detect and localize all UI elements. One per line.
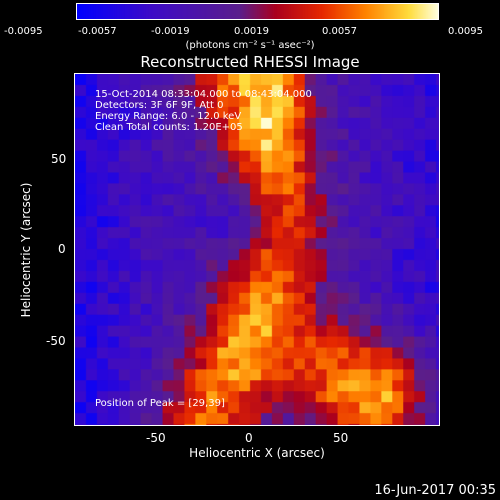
x-tick-label: 0: [245, 431, 253, 445]
y-tick-label: 50: [51, 152, 67, 166]
image-title: Reconstructed RHESSI Image: [140, 53, 360, 71]
x-axis-label: Heliocentric X (arcsec): [189, 446, 325, 460]
info-detectors: Detectors: 3F 6F 9F, Att 0: [95, 100, 224, 111]
colorbar: [76, 3, 439, 20]
colorbar-tick-label: -0.0019: [151, 26, 190, 37]
colorbar-tick-label: 0.0057: [322, 26, 357, 37]
colorbar-tick-label: 0.0019: [234, 26, 269, 37]
colorbar-tick-label: 0.0095: [448, 26, 483, 37]
colorbar-tick-label: -0.0057: [78, 26, 117, 37]
rhessi-image: [75, 74, 439, 425]
date-stamp: 16-Jun-2017 00:35: [374, 483, 496, 498]
x-tick-label: -50: [146, 431, 166, 445]
y-tick-label: 0: [58, 242, 66, 256]
info-energy-range: Energy Range: 6.0 - 12.0 keV: [95, 111, 242, 122]
colorbar-tick-label: -0.0095: [4, 26, 43, 37]
info-peak-position: Position of Peak = [29,39]: [95, 398, 225, 409]
y-tick-label: -50: [46, 334, 66, 348]
info-time-range: 15-Oct-2014 08:33:04.000 to 08:43:04.000: [95, 89, 312, 100]
y-axis-label: Heliocentric Y (arcsec): [19, 182, 33, 318]
info-total-counts: Clean Total counts: 1.20E+05: [95, 122, 243, 133]
x-tick-label: 50: [333, 431, 349, 445]
image-plot: 15-Oct-2014 08:33:04.000 to 08:43:04.000…: [74, 73, 440, 426]
colorbar-unit-label: (photons cm⁻² s⁻¹ asec⁻²): [185, 40, 315, 51]
